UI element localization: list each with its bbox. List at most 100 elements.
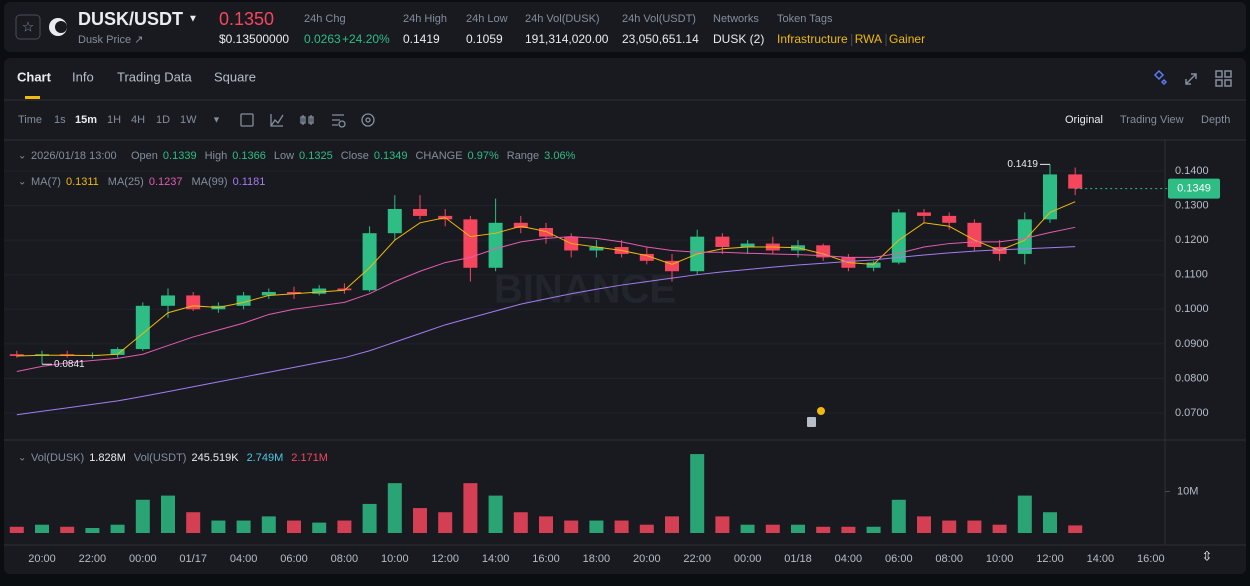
stat-value: 23,050,651.14	[622, 32, 699, 46]
axis-reset-icon[interactable]: ⇳	[1202, 548, 1213, 563]
volume-bar	[765, 524, 780, 533]
collapse-icon[interactable]: ⌄	[18, 151, 26, 162]
tag[interactable]: Gainer	[889, 32, 925, 46]
volume-bar	[841, 526, 856, 533]
stat-label: 24h High	[403, 13, 447, 25]
layout-icon[interactable]	[1215, 79, 1223, 87]
volume-legend-value: 1.828M	[89, 452, 126, 464]
interval[interactable]: 1s	[54, 114, 66, 126]
candle-body	[740, 243, 755, 248]
stat-label: Networks	[713, 13, 759, 25]
x-tick-label: 16:00	[1137, 553, 1165, 565]
info-label: Low	[274, 150, 294, 162]
calendar-icon[interactable]	[240, 113, 254, 127]
tab[interactable]: Trading Data	[117, 69, 192, 84]
chart-panel	[4, 58, 1246, 574]
collapse-icon[interactable]: ⌄	[18, 453, 26, 464]
tag[interactable]: Infrastructure	[777, 32, 848, 46]
collapse-icon[interactable]: ⌄	[18, 177, 26, 188]
symbol[interactable]: DUSK/USDT	[78, 9, 183, 29]
x-tick-label: 18:00	[583, 553, 611, 565]
volume-bar	[917, 516, 931, 533]
x-tick-label: 10:00	[986, 553, 1014, 565]
ma-legend-label: MA(25)	[108, 176, 144, 188]
ma-legend-label: MA(7)	[31, 176, 61, 188]
ma-line	[16, 226, 1076, 373]
candle-body	[261, 291, 276, 296]
ma-line	[16, 246, 1076, 416]
info-label: Range	[507, 150, 539, 162]
stat-label: 24h Vol(DUSK)	[525, 13, 600, 25]
candle-body	[362, 233, 377, 291]
tag[interactable]: RWA	[855, 32, 882, 46]
candle-body	[1043, 174, 1057, 220]
event-icon[interactable]	[807, 417, 816, 427]
ma-legend-value: 0.1237	[149, 176, 183, 188]
layout-icon[interactable]	[1224, 79, 1232, 87]
interval[interactable]: 1H	[107, 114, 121, 126]
x-tick-label: 12:00	[1036, 553, 1064, 565]
volume-bar	[539, 516, 553, 533]
x-tick-label: 00:00	[129, 553, 157, 565]
interval[interactable]: 4H	[131, 114, 145, 126]
symbol-dropdown[interactable]: ▼	[188, 14, 198, 25]
interval[interactable]: 15m	[75, 114, 97, 126]
x-tick-label: 22:00	[79, 553, 107, 565]
target-icon[interactable]	[365, 117, 371, 123]
candle-body	[513, 222, 528, 229]
subtitle-link[interactable]: Dusk Price ↗	[78, 34, 143, 46]
candle-body	[135, 305, 150, 350]
info-value: 3.06%	[544, 150, 575, 162]
tab[interactable]: Info	[72, 69, 94, 84]
candle-body	[9, 354, 24, 356]
tab[interactable]: Chart	[17, 69, 52, 84]
x-tick-label: 06:00	[280, 553, 308, 565]
star-icon[interactable]: ☆	[22, 19, 35, 35]
view-option[interactable]: Depth	[1201, 114, 1230, 126]
settings-icon[interactable]	[338, 120, 346, 128]
view-option[interactable]: Original	[1065, 114, 1103, 126]
volume-bar	[463, 483, 478, 533]
x-tick-label: 00:00	[734, 553, 762, 565]
indicator-icon[interactable]	[270, 114, 284, 127]
info-date: 2026/01/18 13:00	[31, 150, 117, 162]
settings-icon[interactable]	[332, 114, 344, 126]
ma-line	[16, 201, 1076, 357]
last-price: 0.1350	[219, 9, 274, 29]
high-label: 0.1419	[1007, 159, 1038, 170]
x-tick-label: 08:00	[331, 553, 359, 565]
x-tick-label: 01/17	[179, 553, 207, 565]
volume-bar	[261, 516, 276, 533]
layout-icon[interactable]	[1224, 70, 1232, 78]
target-icon[interactable]	[361, 113, 375, 127]
info-label: Close	[341, 150, 369, 162]
ma-legend-value: 0.1181	[233, 176, 266, 188]
x-tick-label: 04:00	[835, 553, 863, 565]
view-option[interactable]: Trading View	[1120, 114, 1184, 126]
layout-icon[interactable]	[1215, 70, 1223, 78]
candle-body	[942, 215, 957, 223]
volume-bar	[211, 520, 226, 533]
candle-body	[110, 349, 125, 355]
candle-body	[1017, 219, 1032, 254]
volume-bar	[60, 526, 75, 533]
stat-value: 191,314,020.00	[525, 32, 609, 46]
candle-type-icon[interactable]	[300, 115, 314, 125]
ai-icon[interactable]	[1153, 69, 1168, 86]
tab[interactable]: Square	[214, 69, 256, 84]
volume-bar	[639, 524, 654, 533]
fullscreen-icon[interactable]	[1185, 73, 1197, 85]
interval-dropdown[interactable]: ▼	[212, 114, 221, 124]
info-value: 0.97%	[468, 150, 499, 162]
interval[interactable]: 1W	[180, 114, 197, 126]
interval: Time	[18, 114, 42, 126]
volume-bar	[1043, 512, 1057, 533]
event-dot[interactable]	[817, 407, 825, 415]
favorite-button[interactable]	[15, 14, 41, 40]
interval[interactable]: 1D	[156, 114, 170, 126]
volume-legend-value: 2.749M	[247, 452, 284, 464]
volume-bar	[589, 520, 604, 533]
stat-label: 24h Low	[466, 13, 508, 25]
x-tick-label: 20:00	[28, 553, 56, 565]
volume-bar	[992, 524, 1007, 533]
